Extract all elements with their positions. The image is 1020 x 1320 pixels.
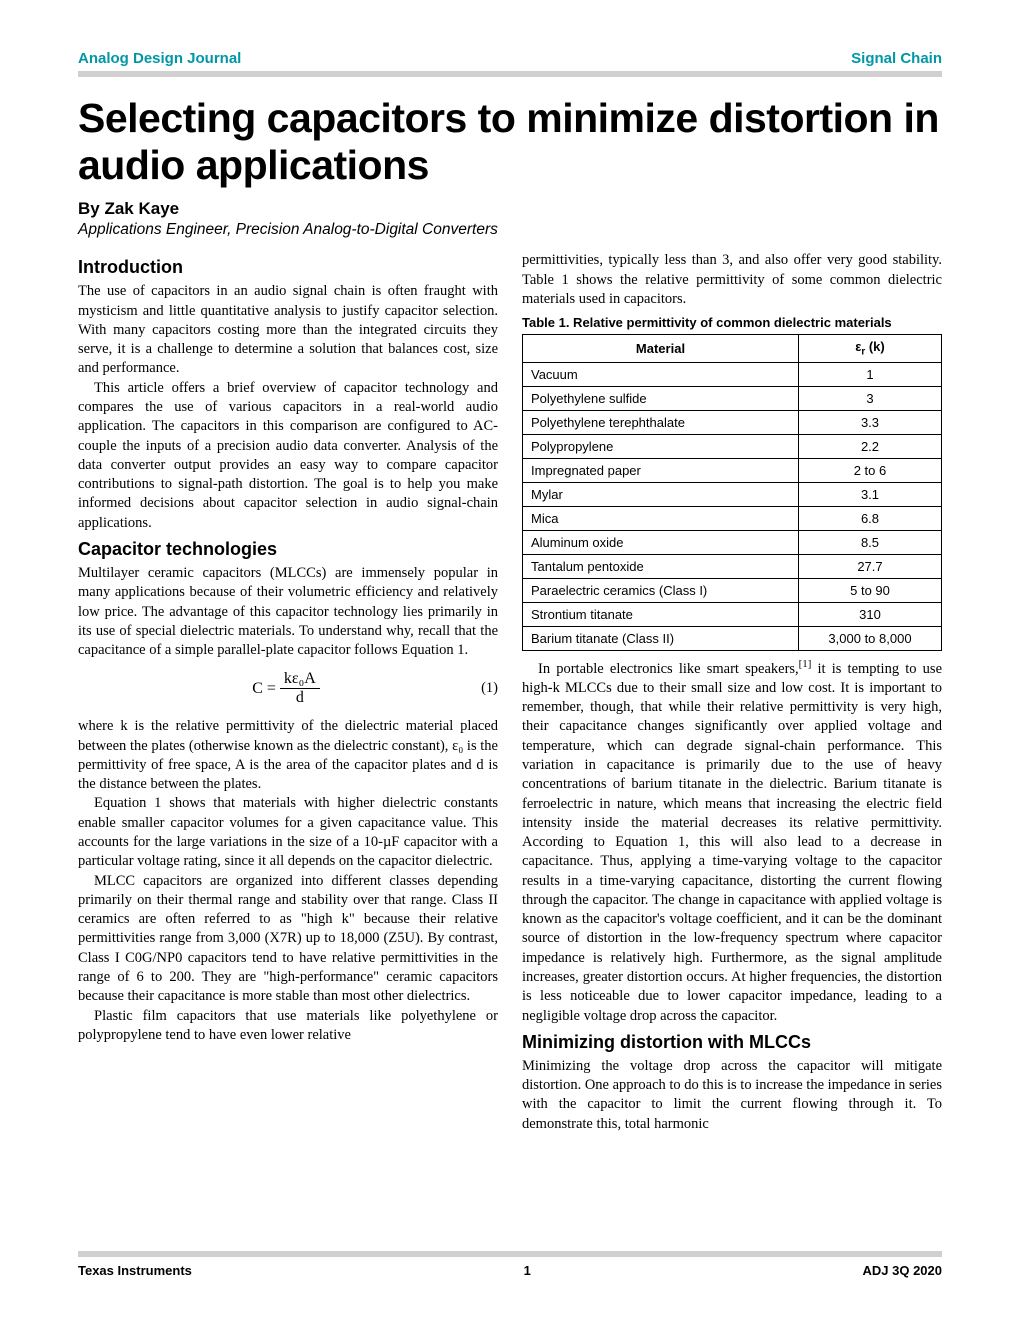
table-row: Strontium titanate310 [523, 602, 942, 626]
table-cell-material: Impregnated paper [523, 458, 799, 482]
table-cell-material: Aluminum oxide [523, 530, 799, 554]
section-name: Signal Chain [851, 50, 942, 67]
table-cell-value: 3.3 [798, 410, 941, 434]
table-cell-value: 3 [798, 386, 941, 410]
table-cell-material: Paraelectric ceramics (Class I) [523, 578, 799, 602]
tech-p5: Plastic film capacitors that use materia… [78, 1007, 498, 1046]
table-cell-value: 8.5 [798, 530, 941, 554]
table-caption: Table 1. Relative permittivity of common… [522, 315, 942, 330]
permittivity-table: Material εr (k) Vacuum1Polyethylene sulf… [522, 334, 942, 651]
article-title: Selecting capacitors to minimize distort… [78, 95, 942, 189]
tech-p3: Equation 1 shows that materials with hig… [78, 794, 498, 871]
citation-1: [1] [799, 658, 812, 670]
eq-lhs: C = [252, 680, 276, 698]
table-row: Vacuum1 [523, 362, 942, 386]
intro-heading: Introduction [78, 257, 498, 278]
table-row: Mylar3.1 [523, 482, 942, 506]
table-row: Barium titanate (Class II)3,000 to 8,000 [523, 626, 942, 650]
tech-p4: MLCC capacitors are organized into diffe… [78, 872, 498, 1007]
table-cell-material: Barium titanate (Class II) [523, 626, 799, 650]
eq-number: (1) [481, 680, 498, 697]
table-cell-value: 2 to 6 [798, 458, 941, 482]
table-cell-material: Polyethylene terephthalate [523, 410, 799, 434]
table-cell-value: 2.2 [798, 434, 941, 458]
table-cell-value: 27.7 [798, 554, 941, 578]
footer-page-number: 1 [524, 1263, 531, 1278]
minimizing-heading: Minimizing distortion with MLCCs [522, 1032, 942, 1053]
footer-rule [78, 1251, 942, 1257]
author-role: Applications Engineer, Precision Analog-… [78, 221, 942, 239]
table-cell-material: Polypropylene [523, 434, 799, 458]
tech-p2: where k is the relative permittivity of … [78, 717, 498, 794]
col2-p1: permittivities, typically less than 3, a… [522, 251, 942, 309]
table-row: Polyethylene sulfide3 [523, 386, 942, 410]
table-cell-material: Polyethylene sulfide [523, 386, 799, 410]
table-header-er: εr (k) [798, 335, 941, 363]
page-footer: Texas Instruments 1 ADJ 3Q 2020 [78, 1251, 942, 1278]
intro-p1: The use of capacitors in an audio signal… [78, 282, 498, 378]
tech-p1: Multilayer ceramic capacitors (MLCCs) ar… [78, 564, 498, 660]
equation-1: C = kε₀A d (1) [78, 670, 498, 707]
table-row: Impregnated paper2 to 6 [523, 458, 942, 482]
right-column: permittivities, typically less than 3, a… [522, 251, 942, 1134]
table-cell-value: 6.8 [798, 506, 941, 530]
eq-denominator: d [292, 689, 308, 707]
table-row: Aluminum oxide8.5 [523, 530, 942, 554]
byline: By Zak Kaye [78, 199, 942, 219]
min-p1: Minimizing the voltage drop across the c… [522, 1057, 942, 1134]
eq-fraction: kε₀A d [280, 670, 320, 707]
body-columns: Introduction The use of capacitors in an… [78, 251, 942, 1134]
table-row: Mica6.8 [523, 506, 942, 530]
eq-numerator: kε₀A [280, 670, 320, 689]
page-header: Analog Design Journal Signal Chain [78, 50, 942, 67]
table-cell-material: Vacuum [523, 362, 799, 386]
col2-p2: In portable electronics like smart speak… [522, 657, 942, 1026]
table-cell-material: Mylar [523, 482, 799, 506]
table-cell-value: 3.1 [798, 482, 941, 506]
intro-p2: This article offers a brief overview of … [78, 379, 498, 533]
table-row: Tantalum pentoxide27.7 [523, 554, 942, 578]
table-cell-value: 5 to 90 [798, 578, 941, 602]
left-column: Introduction The use of capacitors in an… [78, 251, 498, 1134]
journal-name: Analog Design Journal [78, 50, 241, 67]
tech-heading: Capacitor technologies [78, 539, 498, 560]
footer-issue: ADJ 3Q 2020 [863, 1263, 943, 1278]
header-rule [78, 71, 942, 77]
table-row: Polyethylene terephthalate3.3 [523, 410, 942, 434]
table-row: Polypropylene2.2 [523, 434, 942, 458]
table-cell-value: 3,000 to 8,000 [798, 626, 941, 650]
table-header-material: Material [523, 335, 799, 363]
table-row: Paraelectric ceramics (Class I)5 to 90 [523, 578, 942, 602]
table-cell-value: 310 [798, 602, 941, 626]
table-cell-material: Strontium titanate [523, 602, 799, 626]
footer-publisher: Texas Instruments [78, 1263, 192, 1278]
table-cell-material: Mica [523, 506, 799, 530]
table-cell-value: 1 [798, 362, 941, 386]
table-cell-material: Tantalum pentoxide [523, 554, 799, 578]
